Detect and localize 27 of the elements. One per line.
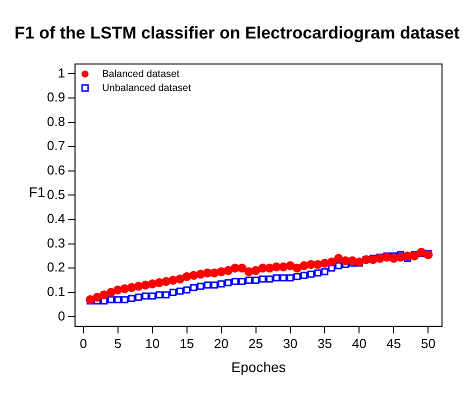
y-tick-label: 0.7 xyxy=(46,138,66,154)
x-tick-label: 15 xyxy=(180,336,194,351)
y-tick-label: 0.5 xyxy=(46,186,66,202)
chart-title: F1 of the LSTM classifier on Electrocardiogram dataset xyxy=(14,24,460,43)
y-tick-label: 1 xyxy=(58,65,66,80)
x-axis-title: Epoches xyxy=(231,358,286,375)
y-tick-label: 0.1 xyxy=(46,284,66,299)
x-tick-label: 10 xyxy=(145,336,160,351)
y-axis-title: F1 xyxy=(28,184,46,200)
x-tick-label: 50 xyxy=(420,336,436,351)
legend-label: Balanced dataset xyxy=(102,68,180,80)
x-tick-label: 40 xyxy=(352,336,366,351)
y-tick-label: 0.2 xyxy=(46,260,66,275)
legend-label: Unbalanced dataset xyxy=(102,82,192,94)
x-tick-label: 0 xyxy=(80,336,87,351)
x-tick-label: 35 xyxy=(318,336,332,351)
y-tick-label: 0 xyxy=(58,308,66,324)
y-tick-label: 0.4 xyxy=(46,211,66,226)
y-tick-label: 0.9 xyxy=(46,90,66,105)
x-tick-label: 45 xyxy=(386,336,401,351)
x-tick-label: 5 xyxy=(114,336,122,351)
y-tick-label: 0.6 xyxy=(46,162,66,178)
y-tick-label: 0.8 xyxy=(46,114,66,129)
x-tick-label: 25 xyxy=(248,336,264,351)
x-tick-label: 20 xyxy=(214,336,229,351)
y-tick-label: 0.3 xyxy=(46,235,66,250)
x-tick-label: 30 xyxy=(283,336,298,351)
